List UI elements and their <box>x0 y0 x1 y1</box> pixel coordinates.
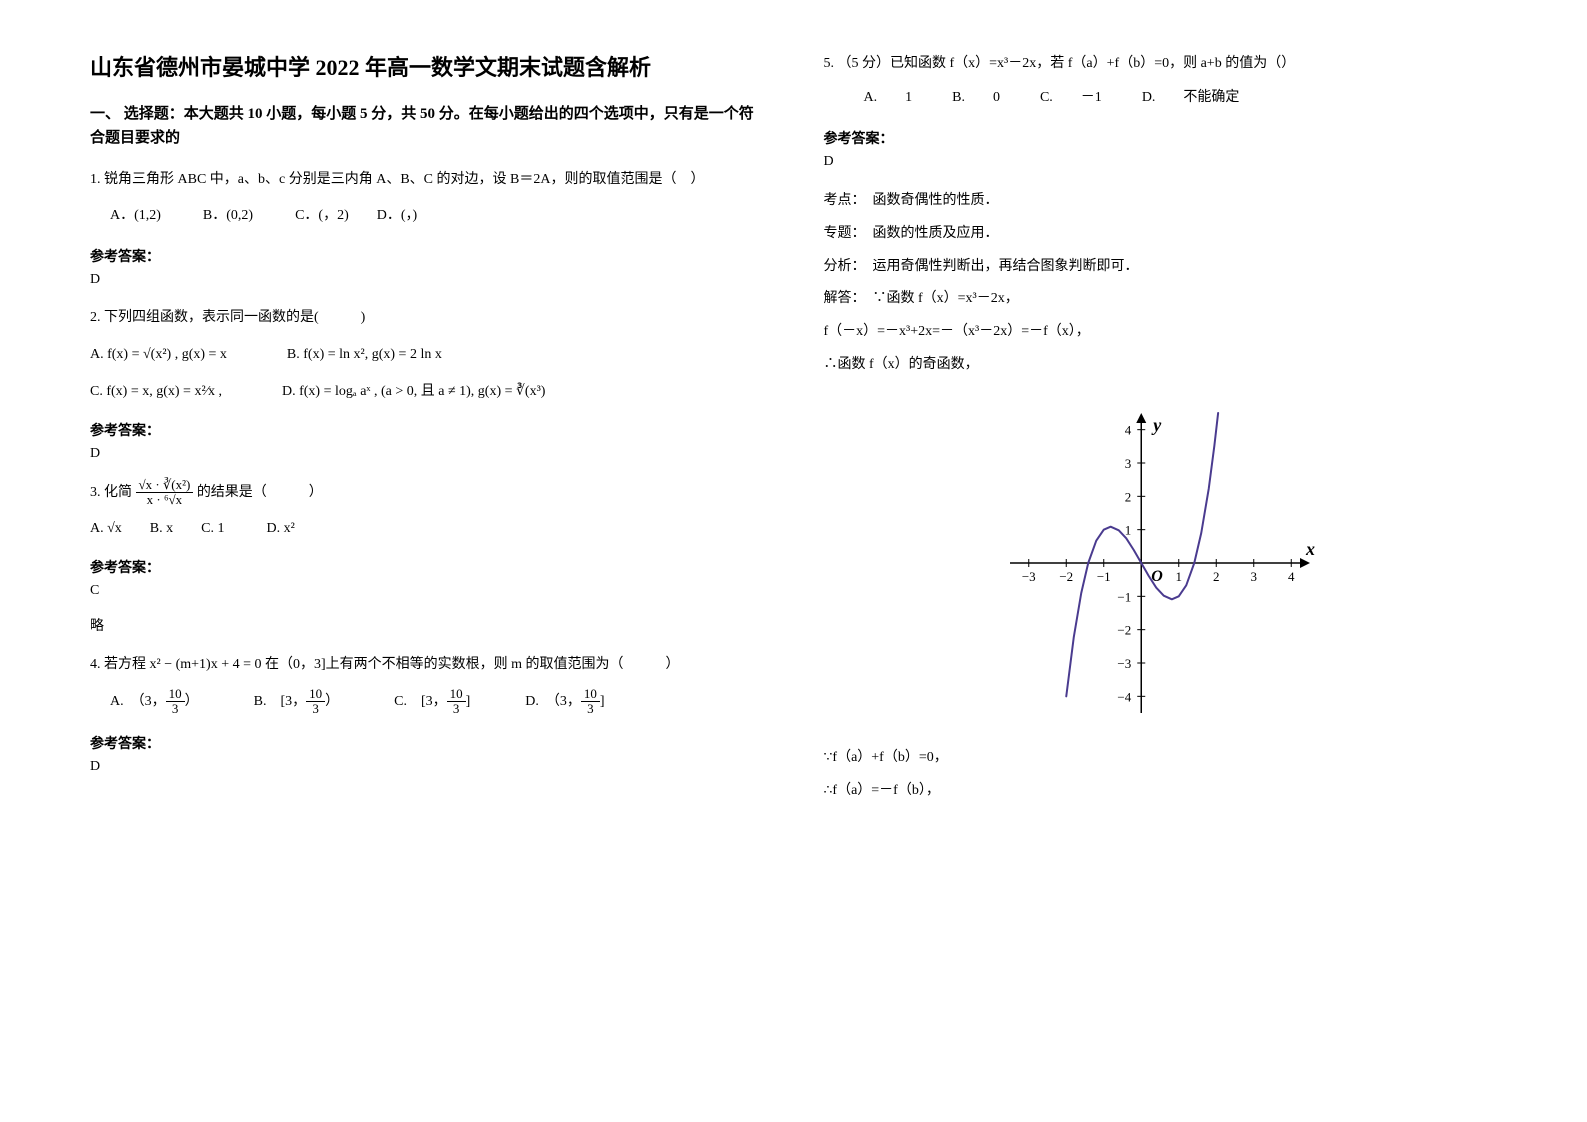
q5-opt-b: B. 0 <box>952 86 1000 106</box>
section-1-header: 一、 选择题：本大题共 10 小题，每小题 5 分，共 50 分。在每小题给出的… <box>90 102 764 150</box>
q2-opt-b: B. f(x) = ln x², g(x) = 2 ln x <box>287 340 442 371</box>
q3-options: A. √x B. x C. 1 D. x² <box>90 515 764 543</box>
q5-explain-after-1: ∴f（a）=－f（b）， <box>824 776 1498 807</box>
q3-text-pre: 3. 化简 <box>90 485 136 500</box>
svg-text:2: 2 <box>1213 569 1220 584</box>
q4-opt-d-pre: D. （3， <box>525 694 581 709</box>
q5-opt-d: D. 不能确定 <box>1142 86 1240 106</box>
q4-opt-c: C. [3，103] <box>394 687 470 717</box>
q3-frac-den: x · ⁶√x <box>136 493 194 507</box>
q4-opt-d-post: ] <box>600 694 605 709</box>
svg-text:−2: −2 <box>1060 569 1074 584</box>
q4-opt-b-pre: B. [3， <box>254 694 307 709</box>
svg-text:1: 1 <box>1125 522 1132 537</box>
q5-answer-label: 参考答案： <box>824 128 1498 148</box>
q3-answer: C <box>90 583 764 599</box>
q5-explain-4: f（－x）=－x³+2x=－（x³－2x）=－f（x）， <box>824 317 1498 348</box>
q5-opt-a: A. 1 <box>864 86 913 106</box>
svg-text:1: 1 <box>1176 569 1183 584</box>
q4a-num: 10 <box>166 687 185 702</box>
q4-opt-c-post: ] <box>466 694 471 709</box>
q4-opt-d: D. （3，103] <box>525 687 604 717</box>
function-graph: −3−2−11234−4−3−2−11234Oyx <box>1000 403 1320 723</box>
q4d-den: 3 <box>581 702 600 716</box>
q3-text: 3. 化简 √x · ∛(x²) x · ⁶√x 的结果是（ ） <box>90 478 764 508</box>
q4b-num: 10 <box>306 687 325 702</box>
q5-text: 5. （5 分）已知函数 f（x）=x³－2x，若 f（a）+f（b）=0，则 … <box>824 50 1498 78</box>
q2-opt-a: A. f(x) = √(x²) , g(x) = x <box>90 340 227 371</box>
q5-opt-c: C. －1 <box>1040 86 1102 106</box>
svg-text:−1: −1 <box>1097 569 1111 584</box>
q5-answer: D <box>824 154 1498 170</box>
svg-text:x: x <box>1305 539 1315 559</box>
svg-text:−4: −4 <box>1118 689 1132 704</box>
q3-frac-num: √x · ∛(x²) <box>136 478 194 493</box>
q5-explain-3: 解答： ∵函数 f（x）=x³－2x， <box>824 284 1498 315</box>
q3-note: 略 <box>90 615 764 635</box>
q4b-den: 3 <box>306 702 325 716</box>
svg-text:−3: −3 <box>1118 656 1132 671</box>
q4-opt-b: B. [3，103） <box>254 687 340 717</box>
q5-explain-0: 考点： 函数奇偶性的性质． <box>824 186 1498 217</box>
q4c-den: 3 <box>447 702 466 716</box>
q5-explain-2: 分析： 运用奇偶性判断出，再结合图象判断即可． <box>824 252 1498 283</box>
q5-explain-after-0: ∵f（a）+f（b）=0， <box>824 743 1498 774</box>
q3-text-post: 的结果是（ ） <box>197 485 323 500</box>
q4-opt-a: A. （3，103） <box>110 687 199 717</box>
q2-text: 2. 下列四组函数，表示同一函数的是( ) <box>90 304 764 332</box>
q4-text: 4. 若方程 x² − (m+1)x + 4 = 0 在（0，3]上有两个不相等… <box>90 651 764 679</box>
q5-explain-5: ∴函数 f（x）的奇函数， <box>824 350 1498 381</box>
q4-answer-label: 参考答案： <box>90 733 764 753</box>
svg-text:2: 2 <box>1125 489 1132 504</box>
svg-text:−2: −2 <box>1118 622 1132 637</box>
q1-options: A．(1,2) B．(0,2) C．(，2) D．(，) <box>90 202 764 230</box>
q2-answer-label: 参考答案： <box>90 420 764 440</box>
q1-answer: D <box>90 272 764 288</box>
q2-answer: D <box>90 446 764 462</box>
q4d-num: 10 <box>581 687 600 702</box>
svg-text:3: 3 <box>1251 569 1258 584</box>
q1-text: 1. 锐角三角形 ABC 中，a、b、c 分别是三内角 A、B、C 的对边，设 … <box>90 166 764 194</box>
q5-options: A. 1 B. 0 C. －1 D. 不能确定 <box>824 86 1498 106</box>
q4-opt-c-pre: C. [3， <box>394 694 447 709</box>
q2-opt-d: D. f(x) = logₐ aˣ , (a > 0, 且 a ≠ 1), g(… <box>282 377 545 408</box>
q2-opt-c: C. f(x) = x, g(x) = x²⁄x , <box>90 377 222 408</box>
q4-opt-b-post: ） <box>325 694 339 709</box>
svg-text:4: 4 <box>1125 422 1132 437</box>
svg-text:3: 3 <box>1125 456 1132 471</box>
q4-options: A. （3，103） B. [3，103） C. [3，103] D. （3，1… <box>90 687 764 717</box>
q3-answer-label: 参考答案： <box>90 557 764 577</box>
q4c-num: 10 <box>447 687 466 702</box>
q4a-den: 3 <box>166 702 185 716</box>
q3-fraction: √x · ∛(x²) x · ⁶√x <box>136 478 194 508</box>
q4-opt-a-pre: A. （3， <box>110 694 166 709</box>
q4-answer: D <box>90 759 764 775</box>
q5-explain-1: 专题： 函数的性质及应用． <box>824 219 1498 250</box>
svg-text:−1: −1 <box>1118 589 1132 604</box>
q4-opt-a-post: ） <box>185 694 199 709</box>
q1-answer-label: 参考答案： <box>90 246 764 266</box>
svg-text:−3: −3 <box>1022 569 1036 584</box>
svg-text:y: y <box>1152 415 1163 435</box>
page-title: 山东省德州市晏城中学 2022 年高一数学文期末试题含解析 <box>90 50 764 82</box>
svg-text:4: 4 <box>1288 569 1295 584</box>
